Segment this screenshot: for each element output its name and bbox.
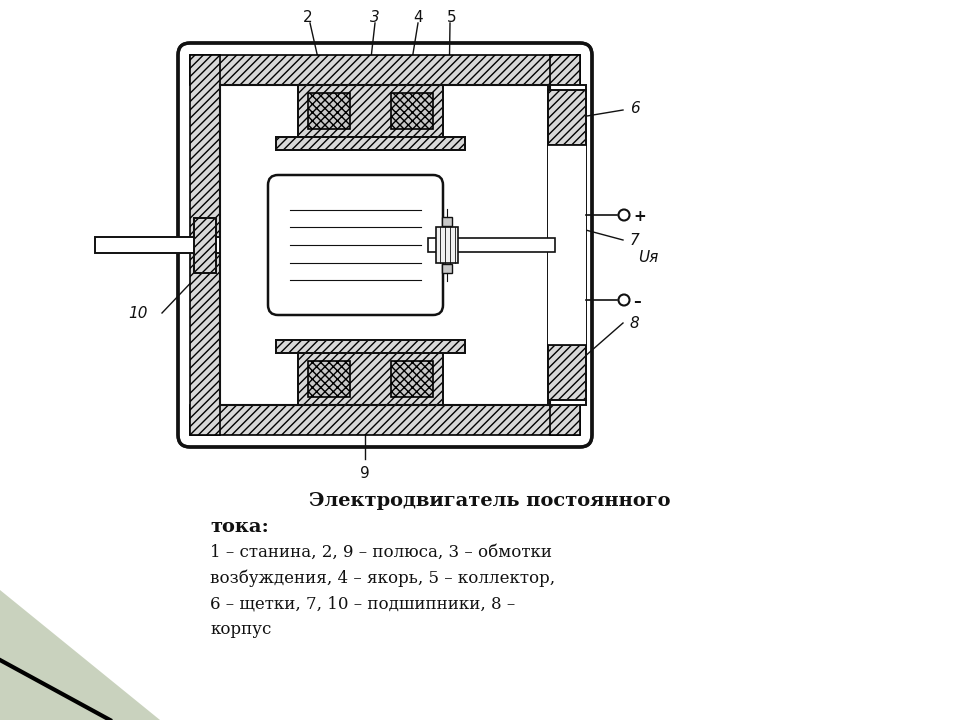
Bar [548,145,586,345]
Circle shape [618,294,630,305]
Text: –: – [633,294,640,308]
Polygon shape [0,590,160,720]
Text: 9: 9 [360,466,370,480]
Bar [548,90,586,145]
Bar [548,345,586,400]
FancyBboxPatch shape [268,175,443,315]
Bar [276,340,465,353]
Text: тока:: тока: [210,518,269,536]
Bar [95,237,220,253]
Bar [442,217,452,226]
Text: 2: 2 [303,9,313,24]
Bar [428,238,555,252]
Bar [190,405,580,435]
Text: 7: 7 [630,233,639,248]
Bar [220,85,550,405]
Text: Электродвигатель постоянного: Электродвигатель постоянного [309,492,671,510]
Bar [298,85,443,137]
Text: 6: 6 [630,101,639,115]
Bar [391,93,433,129]
Bar [276,137,465,150]
Bar [436,227,458,263]
Bar [190,55,220,435]
Bar [308,93,350,129]
Bar [548,90,586,145]
Bar [276,137,465,150]
Bar [308,361,350,397]
Bar [298,353,443,405]
Bar [391,361,433,397]
Text: 10: 10 [129,305,148,320]
Bar [190,55,580,85]
Bar [276,340,465,353]
Text: 1 – станина, 2, 9 – полюса, 3 – обмотки
возбуждения, 4 – якорь, 5 – коллектор,
6: 1 – станина, 2, 9 – полюса, 3 – обмотки … [210,544,555,638]
Text: 5: 5 [447,9,457,24]
Bar [194,218,216,273]
Bar [298,353,443,405]
FancyBboxPatch shape [178,43,592,447]
Circle shape [618,210,630,220]
Bar [220,85,550,405]
Bar [548,85,586,405]
Bar [548,345,586,400]
Text: +: + [633,209,646,223]
Text: 8: 8 [630,315,639,330]
Text: 1: 1 [138,238,148,253]
Bar [550,55,580,435]
Bar [194,218,216,273]
Text: 3: 3 [371,9,380,24]
Text: 4: 4 [413,9,422,24]
Text: Uя: Uя [638,250,659,264]
Bar [298,85,443,137]
Bar [442,264,452,273]
